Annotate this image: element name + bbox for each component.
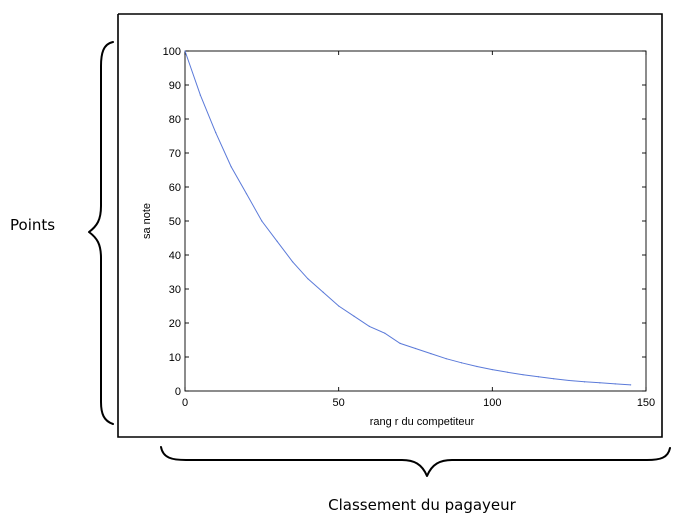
x-tick-label: 150 <box>637 397 655 409</box>
data-point <box>630 384 632 386</box>
data-point <box>276 240 278 242</box>
data-point <box>322 291 324 293</box>
data-point <box>537 376 540 378</box>
data-point <box>568 379 570 382</box>
y-tick-label: 80 <box>169 114 181 126</box>
x-tick-label: 100 <box>483 397 501 409</box>
data-point <box>399 342 401 344</box>
y-axis-label: sa note <box>141 203 153 239</box>
data-point <box>599 382 601 384</box>
data-point <box>307 278 309 280</box>
y-tick-label: 70 <box>169 148 181 160</box>
bottom-annotation: Classement du pagayeur <box>328 496 517 513</box>
x-axis-label: rang r du competiteur <box>370 416 475 428</box>
data-point <box>461 362 463 364</box>
data-point <box>614 383 616 385</box>
left-annotation: Points <box>10 216 55 234</box>
x-tick-label: 0 <box>182 397 188 409</box>
data-point <box>245 193 248 195</box>
data-point <box>338 305 340 307</box>
data-point <box>491 368 493 371</box>
bottom-brace <box>160 446 671 477</box>
plot-frame <box>184 50 647 392</box>
data-point <box>368 325 370 327</box>
series-line <box>184 50 631 386</box>
data-point <box>230 166 232 168</box>
data-point <box>583 381 586 383</box>
plot-area: 0 50 100 150 0 10 20 30 40 50 60 70 80 90 100 <box>163 46 656 409</box>
data-point <box>522 374 524 376</box>
data-point <box>476 365 478 368</box>
data-point <box>430 353 432 355</box>
y-tick-label: 40 <box>169 250 181 262</box>
data-point <box>507 371 509 373</box>
data-point <box>445 358 447 360</box>
data-point <box>553 378 555 380</box>
y-tick-label: 90 <box>169 80 181 92</box>
y-tick-label: 0 <box>175 386 181 398</box>
left-brace <box>88 41 114 425</box>
y-tick-label: 100 <box>163 46 181 58</box>
data-point <box>353 315 355 317</box>
y-tick-label: 60 <box>169 182 181 194</box>
figure-frame <box>117 13 663 438</box>
data-point <box>215 132 217 134</box>
data-point <box>291 261 294 263</box>
series-points <box>184 50 632 386</box>
data-point <box>384 332 386 334</box>
y-tick-label: 20 <box>169 318 181 330</box>
data-point <box>199 94 201 96</box>
axis-ticks: 0 50 100 150 0 10 20 30 40 50 60 70 80 90 100 <box>163 46 656 409</box>
y-tick-label: 10 <box>169 352 181 364</box>
x-tick-label: 50 <box>333 397 345 409</box>
data-point <box>184 50 186 52</box>
data-point <box>414 347 417 350</box>
y-tick-label: 30 <box>169 284 181 296</box>
y-tick-label: 50 <box>169 216 181 228</box>
data-point <box>261 220 263 222</box>
